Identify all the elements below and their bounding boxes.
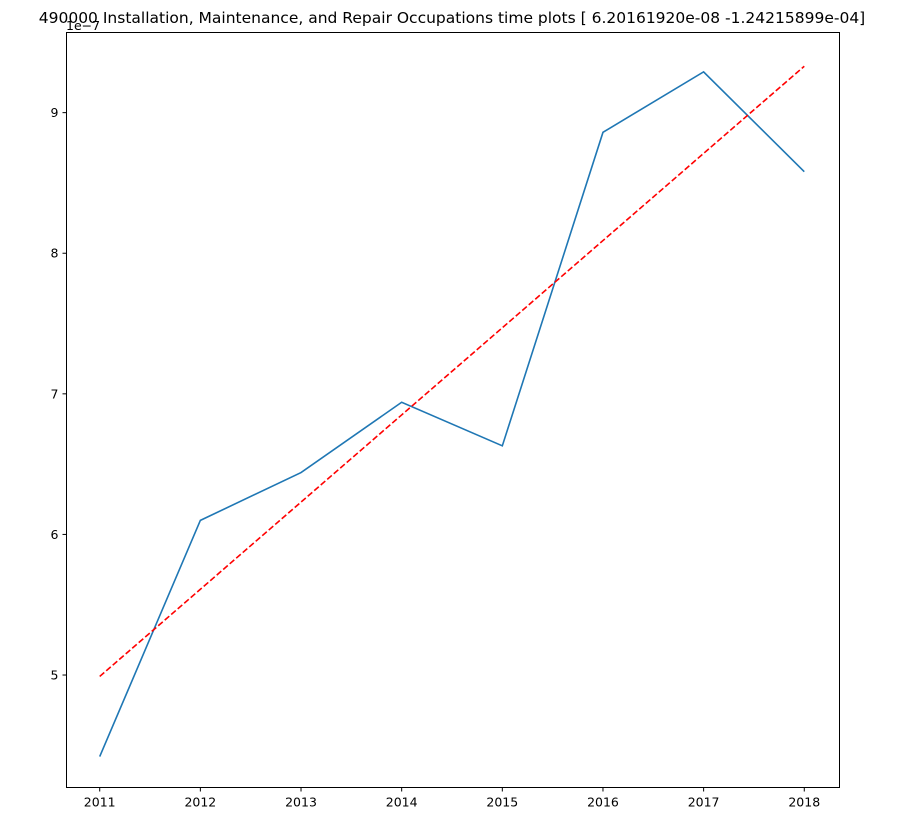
chart-title: 490000 Installation, Maintenance, and Re… <box>39 9 865 27</box>
y-tick-label: 5 <box>51 668 59 683</box>
x-tick-label: 2014 <box>386 795 418 810</box>
plot-area-frame <box>66 32 840 788</box>
y-tick-label: 9 <box>51 105 59 120</box>
series-layer <box>98 65 805 757</box>
x-axis: 2011 2012 2013 2014 2015 2016 2017 2018 <box>84 787 820 810</box>
y-tick-label: 6 <box>51 527 59 542</box>
x-tick-label: 2017 <box>688 795 720 810</box>
x-tick-label: 2015 <box>486 795 518 810</box>
y-offset-label: 1e−7 <box>66 18 100 33</box>
x-tick-label: 2016 <box>587 795 619 810</box>
trend-line <box>99 65 805 678</box>
y-tick-label: 7 <box>51 386 59 401</box>
x-tick-label: 2018 <box>788 795 820 810</box>
data-series-line <box>98 70 805 757</box>
x-tick-label: 2012 <box>184 795 216 810</box>
y-tick-label: 8 <box>51 246 59 261</box>
x-tick-label: 2013 <box>285 795 317 810</box>
x-tick-label: 2011 <box>84 795 116 810</box>
y-axis: 5 6 7 8 9 <box>51 105 67 683</box>
